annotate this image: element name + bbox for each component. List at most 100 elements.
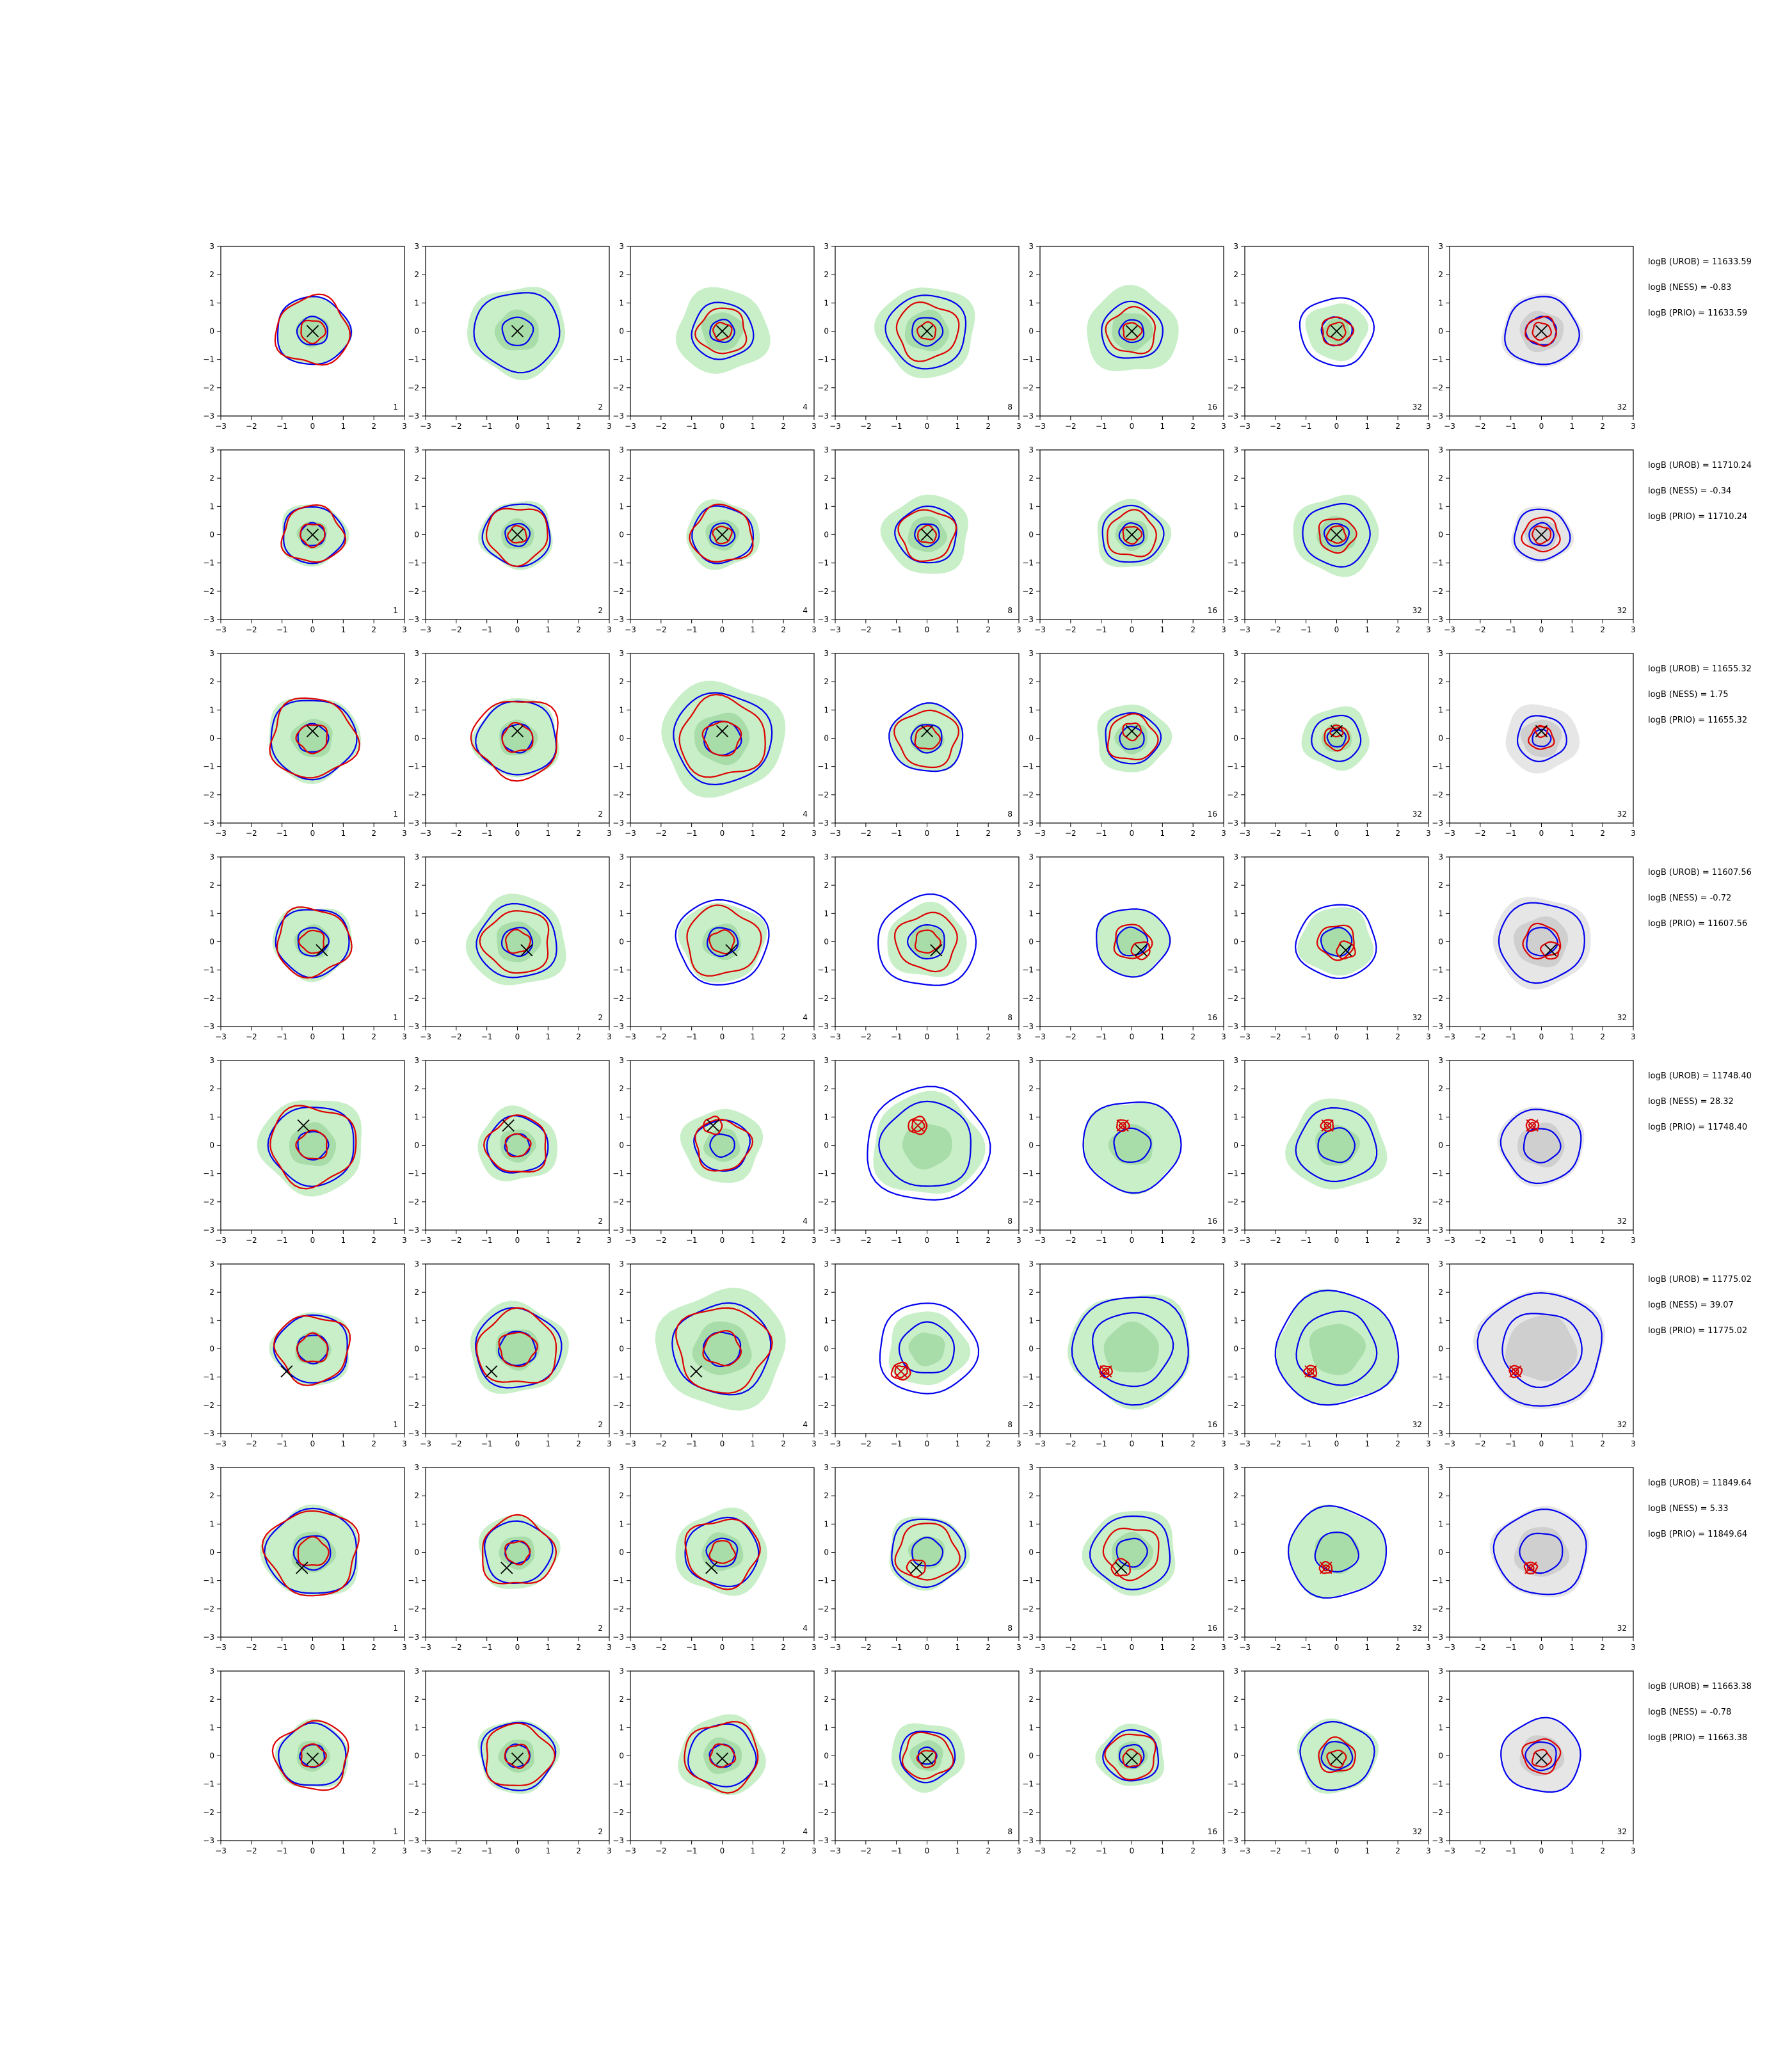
x-tick-label: −3	[1239, 1643, 1251, 1652]
y-tick-label: 0	[1233, 734, 1238, 743]
x-tick-label: −1	[686, 1643, 698, 1652]
y-tick-label: 0	[1028, 734, 1034, 743]
panel-r1-c7: −3−3 −2 −2 −1 −1 0 0 1 1 2 2 3 3 32	[1432, 242, 1636, 431]
panel-count-label: 16	[1208, 1013, 1217, 1022]
y-tick-label: 1	[414, 705, 419, 714]
x-tick-label: 3	[1426, 1032, 1431, 1041]
blue-contour	[1302, 502, 1371, 568]
x-tick-label: 2	[371, 1439, 376, 1448]
x-tick-label: 0	[515, 1032, 520, 1041]
y-tick-label: 0	[1438, 1752, 1443, 1761]
y-tick-label: −2	[1022, 790, 1034, 799]
x-tick-label: −2	[451, 1439, 462, 1448]
true-value-marker	[500, 1562, 513, 1574]
logb-annotation: logB (UROB) = 11607.56	[1648, 868, 1752, 877]
x-tick-label: −1	[276, 1236, 288, 1245]
logb-annotation: logB (NESS) = -0.72	[1648, 893, 1731, 903]
prior-density-core-fill	[1505, 1315, 1578, 1382]
red-contour	[273, 1315, 351, 1386]
x-tick-label: 3	[607, 422, 612, 431]
x-tick-label: 2	[371, 1643, 376, 1652]
red-contour	[295, 724, 328, 755]
x-tick-label: 0	[515, 829, 520, 838]
logb-annotation: logB (UROB) = 11633.59	[1648, 257, 1752, 267]
red-contour	[1521, 516, 1561, 553]
x-tick-label: −2	[246, 1643, 257, 1652]
y-tick-label: 1	[209, 502, 214, 511]
x-tick-label: 1	[1365, 1032, 1370, 1041]
y-tick-label: 2	[619, 1288, 624, 1297]
red-contour	[1105, 306, 1156, 355]
x-tick-label: 0	[720, 829, 725, 838]
x-tick-label: 2	[781, 422, 786, 431]
y-tick-label: 1	[824, 502, 829, 511]
blue-contour	[911, 317, 944, 347]
y-tick-label: 1	[824, 1519, 829, 1528]
x-tick-label: −2	[1475, 1846, 1486, 1855]
panel-count-label: 32	[1412, 1827, 1422, 1836]
y-tick-label: −3	[1227, 1429, 1238, 1438]
y-tick-label: 3	[824, 1056, 829, 1065]
x-tick-label: 0	[1334, 1236, 1340, 1245]
y-tick-label: 2	[414, 1491, 419, 1500]
x-tick-label: 3	[1631, 1643, 1636, 1652]
x-tick-label: 2	[1395, 1846, 1400, 1855]
blue-contour	[1118, 319, 1145, 344]
y-tick-label: 1	[1233, 1112, 1238, 1121]
x-tick-label: 0	[720, 422, 725, 431]
true-value-marker	[1321, 1119, 1334, 1132]
panel-count-label: 16	[1208, 1420, 1217, 1429]
y-tick-label: 3	[1233, 445, 1238, 454]
x-tick-label: −1	[276, 1439, 288, 1448]
x-tick-label: −1	[686, 1439, 698, 1448]
true-value-marker	[1535, 1752, 1548, 1765]
true-value-marker	[1304, 1365, 1317, 1378]
panel-r8-c2: −3−3 −2 −2 −1 −1 0 0 1 1 2 2 3 3 2	[408, 1667, 612, 1855]
y-tick-label: 1	[1438, 1723, 1443, 1732]
x-tick-label: −2	[1065, 1643, 1076, 1652]
x-tick-label: −1	[891, 1032, 902, 1041]
y-tick-label: −3	[203, 615, 214, 624]
red-contour	[894, 1523, 961, 1581]
x-tick-label: −1	[1300, 422, 1312, 431]
panel-count-label: 1	[393, 1013, 398, 1022]
x-tick-label: −3	[420, 1439, 431, 1448]
y-tick-label: 3	[824, 852, 829, 861]
blue-contour	[297, 927, 330, 957]
panel-r8-c5: −3−3 −2 −2 −1 −1 0 0 1 1 2 2 3 3 16	[1022, 1667, 1226, 1855]
y-tick-label: 3	[1028, 1667, 1034, 1676]
y-tick-label: 0	[414, 938, 419, 947]
panel-count-label: 2	[598, 1624, 603, 1633]
y-tick-label: 0	[1233, 1752, 1238, 1761]
y-tick-label: 2	[209, 1491, 214, 1500]
y-tick-label: 3	[209, 445, 214, 454]
x-tick-label: −3	[625, 1846, 636, 1855]
y-tick-label: 1	[824, 298, 829, 307]
red-contour	[297, 1535, 330, 1567]
blue-contour	[709, 318, 735, 344]
y-tick-label: 2	[619, 1695, 624, 1704]
panel-count-label: 4	[803, 1013, 808, 1022]
x-tick-label: 1	[1570, 1846, 1575, 1855]
red-contour	[906, 1559, 926, 1578]
x-tick-label: 3	[402, 1032, 407, 1041]
x-tick-label: −1	[891, 1643, 902, 1652]
logb-annotation: logB (PRIO) = 11663.38	[1648, 1733, 1747, 1743]
blue-contour	[1500, 1108, 1582, 1185]
x-tick-label: −1	[1505, 1236, 1517, 1245]
blue-contour	[480, 1722, 557, 1791]
blue-contour	[891, 1518, 966, 1588]
red-contour	[917, 524, 938, 544]
y-tick-label: 3	[619, 1056, 624, 1065]
x-tick-label: 1	[1160, 1846, 1165, 1855]
x-tick-label: 1	[546, 829, 551, 838]
x-tick-label: 2	[781, 625, 786, 634]
blue-contour	[877, 893, 977, 986]
panel-count-label: 4	[803, 810, 808, 819]
y-tick-label: −1	[203, 762, 214, 771]
panel-count-label: 8	[1007, 1013, 1012, 1022]
y-tick-label: −2	[1227, 383, 1238, 392]
x-tick-label: −3	[829, 1846, 841, 1855]
x-tick-label: 1	[751, 1643, 756, 1652]
x-tick-label: 1	[751, 1846, 756, 1855]
